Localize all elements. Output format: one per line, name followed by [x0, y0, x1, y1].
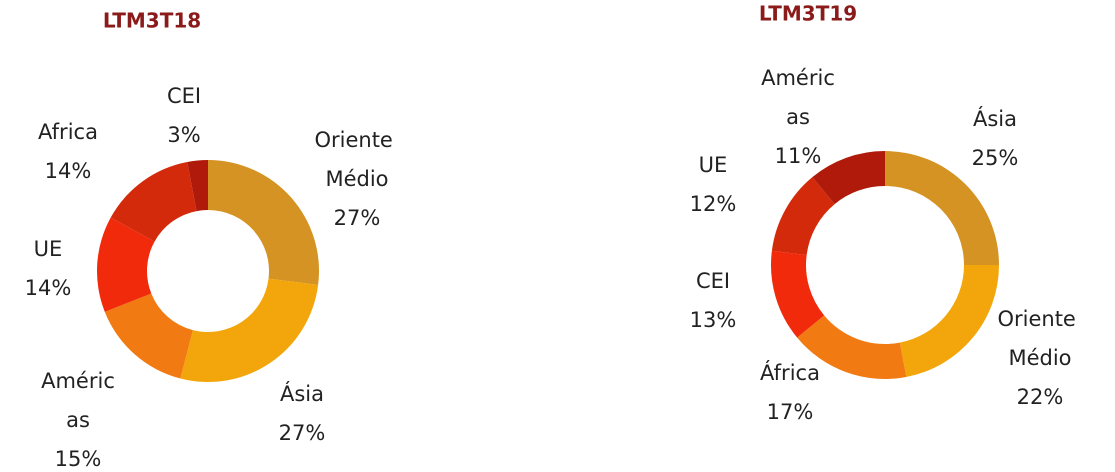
- donut-segment: [771, 177, 835, 256]
- segment-value-label: 11%: [775, 144, 822, 168]
- segment-label: Oriente Médio: [314, 128, 399, 191]
- donut-segment: [899, 265, 999, 377]
- segment-label: Ásia: [280, 381, 324, 406]
- segment-label: UE: [699, 153, 728, 177]
- segment-label: Améric as: [41, 369, 115, 432]
- donut-segment: [180, 278, 319, 382]
- segment-value-label: 27%: [334, 206, 381, 230]
- donut-chart: LTM3T18 Oriente Médio 27% Ásia 27% Améric as 15…: [25, 9, 400, 472]
- segment-label: Africa: [38, 120, 98, 144]
- segment-value-label: 15%: [55, 447, 102, 471]
- chart-title: LTM3T18: [103, 9, 201, 33]
- donut-segment: [104, 293, 193, 379]
- segment-label: Améric as: [761, 66, 835, 129]
- segment-value-label: 22%: [1017, 385, 1064, 409]
- donut-segment: [97, 217, 155, 312]
- segment-value-label: 14%: [25, 276, 72, 300]
- segment-value-label: 3%: [167, 123, 200, 147]
- donut-chart: LTM3T19 Ásia 25% Oriente Médio 22% África 17% C…: [690, 2, 1083, 425]
- donut-segment: [812, 151, 885, 205]
- segment-label: CEI: [167, 84, 201, 108]
- donut-segment: [208, 160, 319, 285]
- segment-label: Oriente Médio: [997, 307, 1082, 370]
- donut-segment: [110, 161, 197, 242]
- segment-value-label: 27%: [279, 421, 326, 445]
- segment-label: CEI: [696, 269, 730, 293]
- segment-value-label: 25%: [972, 146, 1019, 170]
- segment-label: UE: [34, 237, 63, 261]
- chart-title: LTM3T19: [759, 2, 857, 26]
- segment-label: Ásia: [973, 106, 1017, 131]
- segment-value-label: 17%: [767, 400, 814, 424]
- donut-segment: [797, 315, 907, 380]
- segment-value-label: 14%: [45, 159, 92, 183]
- segment-label: África: [760, 360, 820, 385]
- donut-segment: [771, 250, 825, 338]
- donut-segment: [187, 160, 208, 212]
- donut-segment: [885, 151, 999, 265]
- segment-value-label: 12%: [690, 192, 737, 216]
- segment-value-label: 13%: [690, 308, 737, 332]
